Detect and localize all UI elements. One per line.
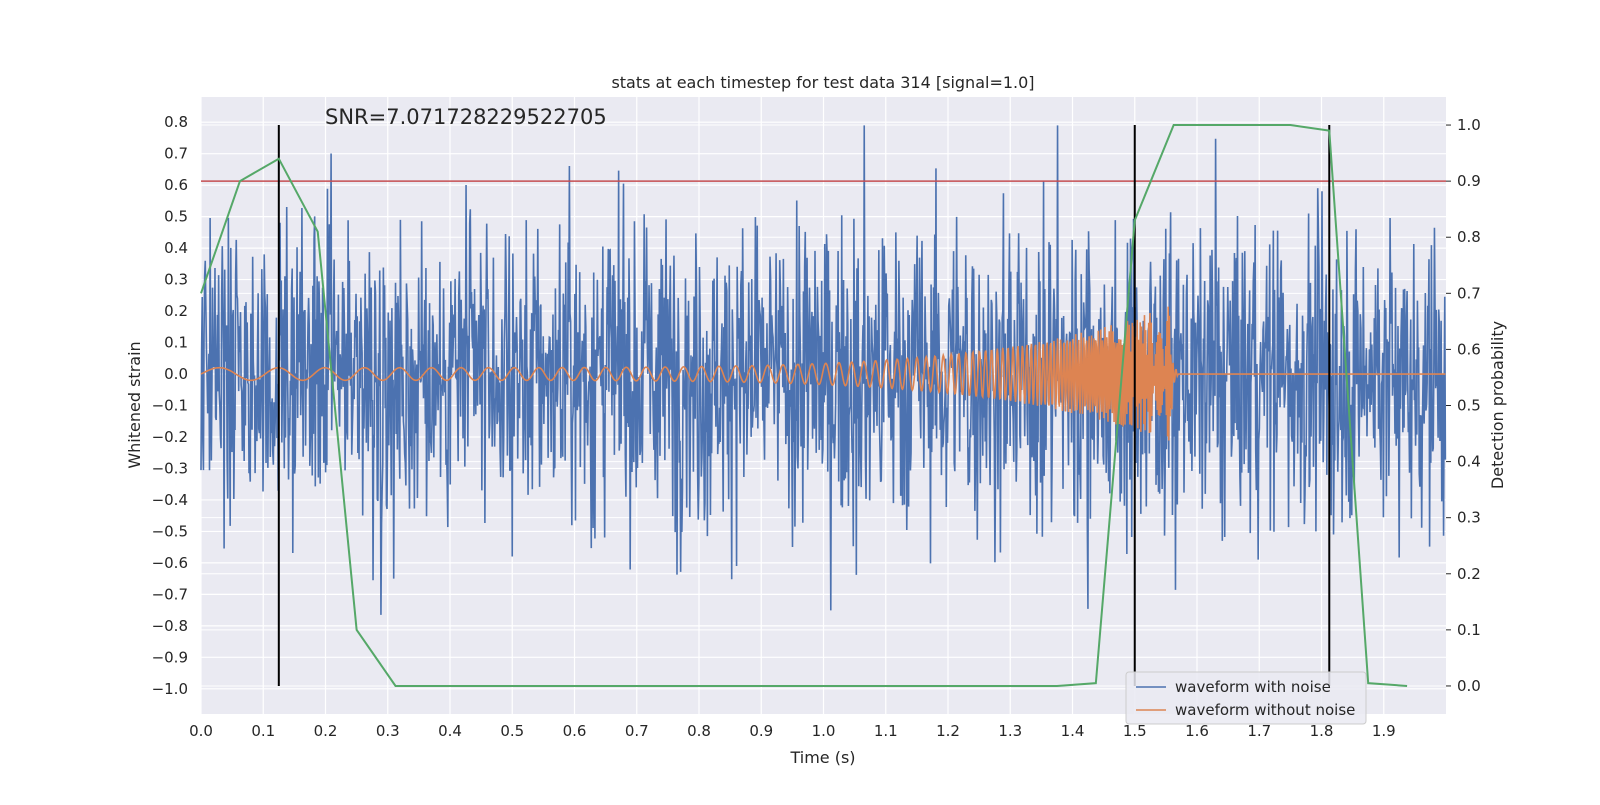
y-tick-label: 0.5 bbox=[164, 208, 188, 226]
legend-label-noise: waveform with noise bbox=[1175, 678, 1331, 696]
y2-tick-label: 0.4 bbox=[1457, 453, 1481, 471]
y-tick-label: −0.2 bbox=[152, 428, 188, 446]
y-tick-label: 0.0 bbox=[164, 365, 188, 383]
series-line-clean bbox=[200, 306, 1446, 441]
x-tick-label: 0.0 bbox=[189, 722, 213, 740]
x-tick-label: 1.0 bbox=[812, 722, 836, 740]
x-ticks: 0.0 0.1 0.2 0.3 0.4 0.5 0.6 0.7 0.8 0.9 1.0 1.1 1.2 1… bbox=[189, 722, 1396, 740]
y2-tick-label: 0.3 bbox=[1457, 509, 1481, 527]
x-tick-label: 1.7 bbox=[1247, 722, 1271, 740]
x-tick-label: 1.1 bbox=[874, 722, 898, 740]
x-tick-label: 0.1 bbox=[251, 722, 275, 740]
y-tick-label: 0.6 bbox=[164, 176, 188, 194]
y-tick-label: 0.1 bbox=[164, 334, 188, 352]
y-tick-label: −0.7 bbox=[152, 585, 188, 603]
y-tick-label: −0.6 bbox=[152, 554, 188, 572]
legend: waveform with noise waveform without noi… bbox=[1125, 671, 1367, 725]
x-tick-label: 1.4 bbox=[1061, 722, 1085, 740]
x-tick-label: 1.9 bbox=[1372, 722, 1396, 740]
series-line-probability bbox=[200, 124, 1408, 687]
x-axis-label: Time (s) bbox=[789, 748, 855, 767]
y2-ticks: 1.0 0.9 0.8 0.7 0.6 0.5 0.4 0.3 0.2 0.1 0.0 bbox=[1446, 116, 1481, 695]
y-axis-label: Whitened strain bbox=[125, 341, 144, 468]
x-tick-label: 0.4 bbox=[438, 722, 462, 740]
series-line-noise bbox=[200, 125, 1447, 615]
y2-tick-label: 1.0 bbox=[1457, 116, 1481, 134]
y-tick-label: −1.0 bbox=[152, 680, 188, 698]
y-tick-label: 0.8 bbox=[164, 113, 188, 131]
x-tick-label: 1.6 bbox=[1185, 722, 1209, 740]
y-ticks: 0.8 0.7 0.6 0.5 0.4 0.3 0.2 0.1 0.0 −0.1 −0.2 −0.3 −… bbox=[152, 113, 188, 698]
y-tick-label: 0.2 bbox=[164, 302, 188, 320]
y2-tick-label: 0.9 bbox=[1457, 172, 1481, 190]
y2-tick-label: 0.0 bbox=[1457, 677, 1481, 695]
x-tick-label: 0.9 bbox=[749, 722, 773, 740]
y-tick-label: −0.9 bbox=[152, 648, 188, 666]
x-tick-label: 0.2 bbox=[314, 722, 338, 740]
y-tick-label: 0.3 bbox=[164, 271, 188, 289]
x-tick-label: 0.3 bbox=[376, 722, 400, 740]
y-tick-label: 0.7 bbox=[164, 145, 188, 163]
y2-tick-label: 0.7 bbox=[1457, 284, 1481, 302]
x-tick-label: 0.8 bbox=[687, 722, 711, 740]
y-tick-label: 0.4 bbox=[164, 239, 188, 257]
y-tick-label: −0.4 bbox=[152, 491, 188, 509]
snr-annotation: SNR=7.071728229522705 bbox=[325, 105, 607, 129]
x-tick-label: 0.7 bbox=[625, 722, 649, 740]
noise-series-group bbox=[200, 125, 1447, 615]
y-tick-label: −0.8 bbox=[152, 617, 188, 635]
x-tick-label: 1.8 bbox=[1310, 722, 1334, 740]
x-tick-label: 1.3 bbox=[998, 722, 1022, 740]
y2-tick-label: 0.1 bbox=[1457, 621, 1481, 639]
x-tick-label: 0.5 bbox=[500, 722, 524, 740]
y2-tick-label: 0.2 bbox=[1457, 565, 1481, 583]
probability-series-group bbox=[200, 124, 1408, 687]
y2-axis-label: Detection probability bbox=[1488, 321, 1507, 489]
y2-tick-label: 0.6 bbox=[1457, 340, 1481, 358]
y2-tick-label: 0.5 bbox=[1457, 397, 1481, 415]
y-tick-label: −0.5 bbox=[152, 522, 188, 540]
y-tick-label: −0.3 bbox=[152, 459, 188, 477]
legend-box bbox=[1125, 671, 1367, 725]
x-tick-label: 1.5 bbox=[1123, 722, 1147, 740]
y2-tick-label: 0.8 bbox=[1457, 228, 1481, 246]
clean-series-group bbox=[200, 306, 1446, 441]
x-tick-label: 1.2 bbox=[936, 722, 960, 740]
chart-title: stats at each timestep for test data 314… bbox=[611, 73, 1034, 92]
x-tick-label: 0.6 bbox=[563, 722, 587, 740]
legend-label-clean: waveform without noise bbox=[1175, 701, 1355, 719]
y-tick-label: −0.1 bbox=[152, 397, 188, 415]
